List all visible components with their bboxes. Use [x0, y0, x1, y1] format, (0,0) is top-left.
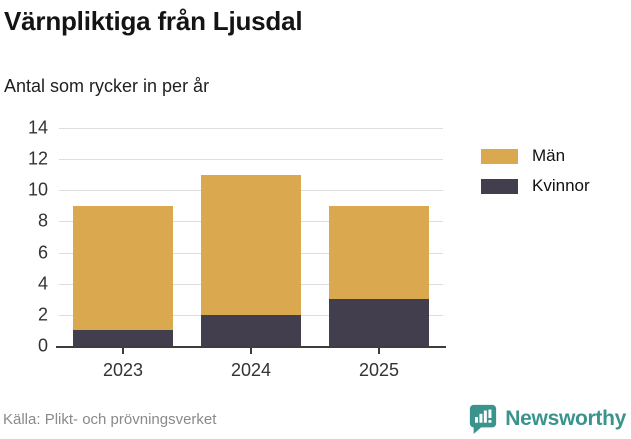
x-tick — [378, 348, 380, 354]
gridline — [59, 159, 443, 161]
bar-segment-män-2024 — [201, 174, 301, 315]
source-note: Källa: Plikt- och prövningsverket — [3, 411, 217, 428]
y-tick-label: 4 — [37, 273, 48, 294]
legend-item-kvinnor: Kvinnor — [481, 176, 590, 196]
y-tick-label: 2 — [37, 304, 48, 325]
x-tick-label: 2024 — [230, 360, 272, 380]
x-tick-label: 2023 — [102, 360, 144, 380]
brand-wordmark: Newsworthy — [505, 406, 626, 430]
bar-segment-män-2023 — [73, 205, 173, 331]
chart-legend: Män Kvinnor — [481, 146, 590, 206]
x-axis-line — [56, 346, 446, 348]
y-tick-label: 14 — [27, 117, 48, 138]
x-tick — [122, 348, 124, 354]
bar-2023 — [73, 128, 173, 346]
plot-area: 2023 2024 2025 — [59, 128, 443, 380]
y-tick-label: 0 — [37, 335, 48, 356]
legend-label: Kvinnor — [532, 176, 590, 195]
x-tick — [250, 348, 252, 354]
legend-label: Män — [532, 146, 566, 165]
y-axis-labels: 0 2 4 6 8 10 12 14 — [0, 118, 48, 356]
gridline — [59, 128, 443, 129]
bar-segment-män-2025 — [329, 205, 429, 300]
newsworthy-barchart-bubble-icon — [468, 403, 498, 434]
bar-segment-kvinnor-2023 — [73, 330, 173, 346]
y-tick-label: 12 — [27, 148, 48, 169]
bar-segment-kvinnor-2025 — [329, 299, 429, 346]
y-tick-label: 8 — [37, 210, 48, 231]
chart-subtitle: Antal som rycker in per år — [4, 76, 210, 96]
brand-logo: Newsworthy — [468, 403, 626, 434]
legend-swatch-män — [481, 148, 518, 164]
legend-item-män: Män — [481, 146, 590, 166]
legend-swatch-kvinnor — [481, 178, 518, 194]
bar-2025 — [329, 128, 429, 346]
y-tick-label: 6 — [37, 242, 48, 263]
page-title: Värnpliktiga från Ljusdal — [4, 6, 303, 36]
y-tick-label: 10 — [27, 179, 48, 200]
x-tick-label: 2025 — [358, 360, 400, 380]
bar-segment-kvinnor-2024 — [201, 314, 301, 346]
bar-2024 — [201, 128, 301, 346]
